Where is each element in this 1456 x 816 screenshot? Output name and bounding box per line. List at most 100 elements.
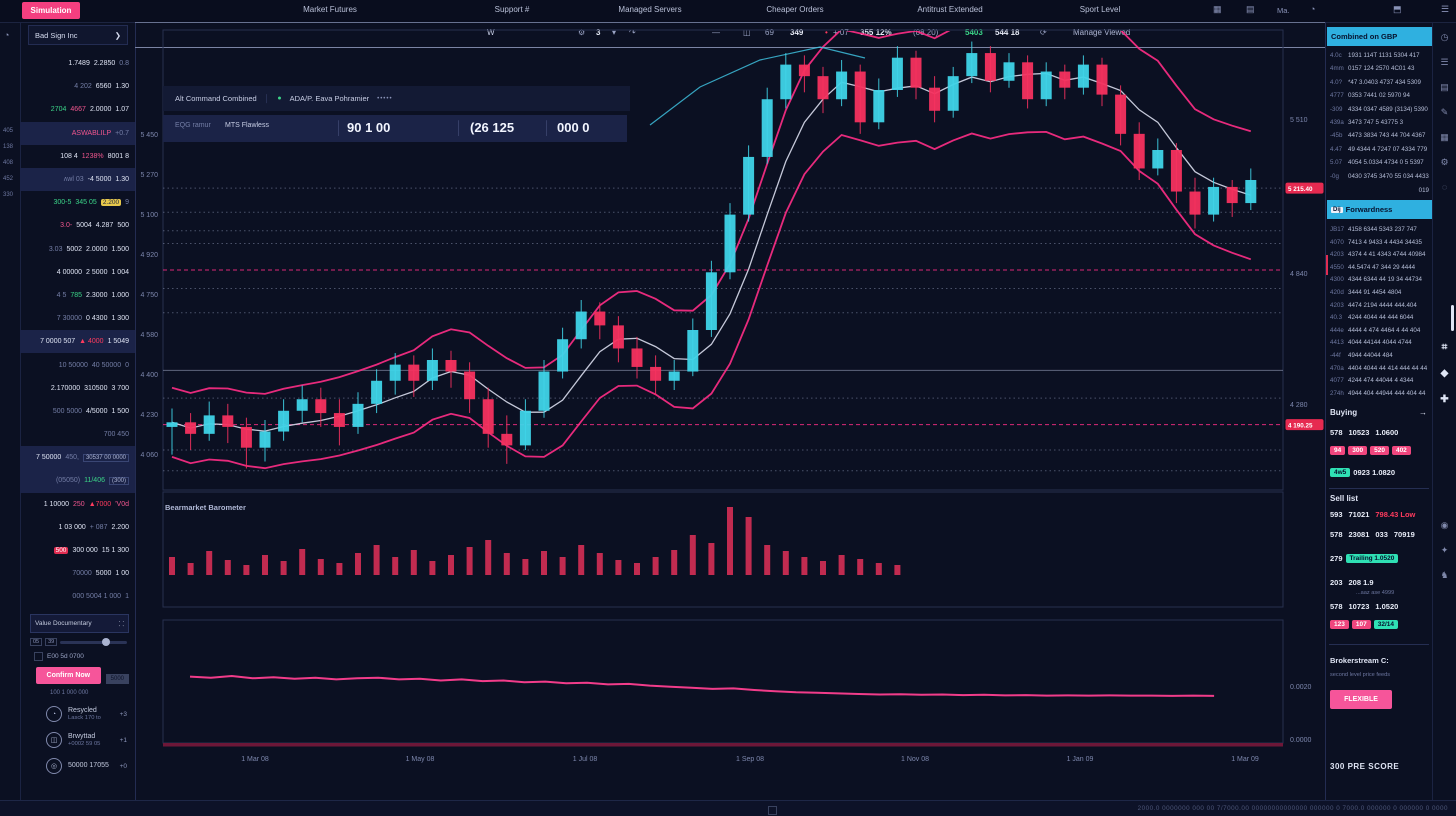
undo-icon[interactable]: ↷ <box>629 28 636 37</box>
plus-icon[interactable]: ✚ <box>1440 394 1449 405</box>
panel-list-row[interactable]: 444e 4444 4 474 4464 4 44 404 <box>1330 326 1421 334</box>
panel-list-row[interactable]: 274h 4944 404 44944 444 404 44 <box>1330 389 1426 397</box>
price-badge[interactable]: 32/14 <box>1373 620 1398 629</box>
panel-list-row[interactable]: -0g 0430 3745 3470 55 034 4433 <box>1330 172 1429 180</box>
watchlist-row[interactable]: (05050) 11/406 (300) <box>20 469 135 493</box>
menu-item-3[interactable]: Managed Servers <box>618 5 682 14</box>
target-icon[interactable]: ◔ <box>1310 4 1316 14</box>
manage-viewed-link[interactable]: Manage Viewed <box>1073 28 1131 37</box>
watchlist-toggle[interactable]: ◎ 50000 17055 +0 <box>46 758 127 774</box>
checkbox-icon[interactable] <box>34 652 43 661</box>
slider-track[interactable] <box>60 638 127 646</box>
circle-icon[interactable]: ◌ <box>1441 182 1448 192</box>
candle-count[interactable]: 3 <box>596 28 601 37</box>
sell-row-4[interactable]: 203 208 1.9 <box>1330 578 1374 587</box>
watchlist-row[interactable]: 4 00000 2 5000 1 004 <box>20 261 135 284</box>
watchlist-row[interactable]: 500 5000 4/5000 1 500 <box>20 400 135 423</box>
settings-gear-icon[interactable]: ⚙ <box>578 28 586 37</box>
watchlist-row[interactable]: 70000 5000 1 00 <box>20 562 135 585</box>
menu-item-2[interactable]: Support # <box>494 5 530 14</box>
panel-list-row[interactable]: 4203 4374 4 41 4343 4744 40984 <box>1330 251 1426 259</box>
watchlist-checkbox-row[interactable]: E00 5d 0700 <box>34 652 127 661</box>
watchlist-row[interactable]: 1 10000 250 ▲7000 'V0d <box>20 493 135 516</box>
menu-icon[interactable]: ☰ <box>1441 4 1450 14</box>
watchlist-row[interactable]: 700 450 <box>20 423 135 446</box>
price-badge[interactable]: 520 <box>1370 446 1389 455</box>
confirm-button[interactable]: Confirm Now <box>36 667 101 684</box>
teal-badge[interactable]: 4w5 <box>1330 468 1351 477</box>
watchlist-slider[interactable]: 05 39 <box>30 638 127 646</box>
watchlist-row[interactable]: 10 50000 40 50000 0 <box>20 353 135 376</box>
panel-list-row[interactable]: 439a 3473 747 5 43775 3 <box>1330 119 1404 126</box>
watchlist-row[interactable]: 1.7489 2.2850 0.8 <box>20 52 135 75</box>
indicator-pane-title[interactable]: Bearmarket Barometer <box>165 503 246 512</box>
menu-item-1[interactable]: Market Futures <box>303 5 357 14</box>
panel-list-row[interactable]: 4777 0353 7441 02 5970 94 <box>1330 92 1410 100</box>
chevron-down-icon[interactable]: ▾ <box>612 28 617 37</box>
watchlist-row[interactable]: ASWABLILP +0.7 <box>20 121 135 145</box>
watchlist-selector[interactable]: Bad Sign Inc ❯ <box>28 25 128 45</box>
grid-icon[interactable]: ▦ <box>1213 4 1222 14</box>
panel-list-row[interactable]: 4550 44.5474 47 344 29 4444 <box>1330 263 1416 271</box>
layout-icon[interactable]: ⬒ <box>1393 4 1402 14</box>
watchlist-row[interactable]: 7 30000 0 4300 1 300 <box>20 307 135 330</box>
panel-list-row[interactable]: 4413 4044 44144 4044 4744 <box>1330 339 1412 347</box>
timeframe-button[interactable]: W <box>487 28 495 37</box>
hash-icon[interactable]: ⌗ <box>1441 342 1448 353</box>
price-badge[interactable]: 107 <box>1351 620 1371 629</box>
simulation-button[interactable]: Simulation <box>22 2 80 19</box>
clock-icon[interactable]: ◷ <box>1440 32 1449 42</box>
price-badge[interactable]: 123 <box>1330 620 1349 629</box>
arrow-right-icon[interactable]: → <box>1419 408 1427 417</box>
watchlist-row[interactable]: 4 202 6560 1.30 <box>20 75 135 98</box>
panel-list-row[interactable]: 4.0? *47 3.0403 4737 434 5309 <box>1330 78 1421 86</box>
watchlist-row[interactable]: 2704 4667 2.0000 1.07 <box>20 98 135 121</box>
watchlist-row[interactable]: 108 4 1238% 8001 8 <box>20 145 135 168</box>
gear-icon[interactable]: ⚙ <box>1440 157 1449 167</box>
panel-list-row[interactable]: -45b 4473 3834 743 44 704 4367 <box>1330 132 1426 140</box>
panel-list-row[interactable]: 4300 4344 6344 44 19 34 44734 <box>1330 276 1422 284</box>
panel-list-row[interactable]: 420d 3444 91 4454 4804 <box>1330 289 1402 296</box>
chart-legend[interactable]: Alt Command Combined │ ● ADA/P. Eava Poh… <box>163 86 630 111</box>
panel-list-row[interactable]: 5.07 4054 5.0334 4734 0 5 5397 <box>1330 159 1424 167</box>
target-icon[interactable]: ◉ <box>1440 520 1449 530</box>
panel-list-row[interactable]: 4.47 49 4344 4 7247 07 4334 779 <box>1330 145 1428 153</box>
watchlist-dropdown[interactable]: Value Documentary ⸬ <box>30 614 129 633</box>
trailing-stop-badge[interactable]: Trailing 1.0520 <box>1345 554 1399 563</box>
spark-icon[interactable]: ✦ <box>1440 545 1449 555</box>
watchlist-toggle[interactable]: ◔ Resycled Lasck 170 to +3 <box>46 706 127 722</box>
toggle-icon[interactable]: ◫ <box>46 732 62 748</box>
panel-list-row[interactable]: JB17 4158 6344 5343 237 747 <box>1330 226 1417 233</box>
panel-header-1[interactable]: Combined on GBP <box>1327 27 1432 46</box>
edit-icon[interactable]: ✎ <box>1440 107 1449 117</box>
buying-section-title[interactable]: Buying → <box>1330 408 1427 417</box>
panel-list-row[interactable]: 4077 4244 474 44044 4 4344 <box>1330 377 1414 385</box>
sell-row-2[interactable]: 578 23081 033 70919 <box>1330 530 1415 539</box>
flexible-button[interactable]: FLEXIBLE <box>1330 690 1392 709</box>
panel-list-row[interactable]: 4mm 0157 124 2570 4C01 43 <box>1330 65 1415 73</box>
slider-knob[interactable] <box>101 638 110 646</box>
price-badge[interactable]: 94 <box>1330 446 1346 455</box>
panel-list-row[interactable]: 4070 7413 4 9433 4 4434 34435 <box>1330 238 1422 246</box>
panel-header-2[interactable]: Dij Forwardness <box>1327 200 1432 219</box>
watchlist-toggle[interactable]: ◫ Brwyttad +0002 59 05 +1 <box>46 732 127 748</box>
panel-list-row[interactable]: 470a 4404 4044 44 414 444 44 44 <box>1330 364 1428 372</box>
sell-row-3[interactable]: 279 Trailing 1.0520 <box>1330 554 1399 563</box>
scrollbar-thumb[interactable] <box>1451 305 1454 331</box>
price-badge[interactable]: 402 <box>1391 446 1411 455</box>
toggle-icon[interactable]: ◎ <box>46 758 62 774</box>
menu-item-4[interactable]: Cheaper Orders <box>766 5 824 14</box>
panel-list-row[interactable]: -44f 4944 44044 484 <box>1330 352 1393 359</box>
buying-row[interactable]: 578 10523 1.0600 <box>1330 428 1399 437</box>
watchlist-row[interactable]: 4 5 785 2.3000 1.000 <box>20 284 135 307</box>
buying-teal-row[interactable]: 4w5 0923 1.0820 <box>1330 468 1395 477</box>
panel-list-row[interactable]: 4.0c 1931 114T 1131 5304 417 <box>1330 52 1420 59</box>
sell-section-title[interactable]: Sell list <box>1330 494 1359 503</box>
toggle-icon[interactable]: ◔ <box>46 706 62 722</box>
sync-icon[interactable]: ◔ <box>4 30 10 40</box>
menu-item-5[interactable]: Antitrust Extended <box>917 5 983 14</box>
diamond-icon[interactable]: ◆ <box>1440 368 1449 379</box>
watchlist-row[interactable]: 300-5 345 05 2.200 9 <box>20 191 135 214</box>
watchlist-row[interactable]: 500 300 000 15 1 300 <box>20 539 135 562</box>
watchlist-row[interactable]: ʌwl 03 -4 5000 1.30 <box>20 167 135 192</box>
